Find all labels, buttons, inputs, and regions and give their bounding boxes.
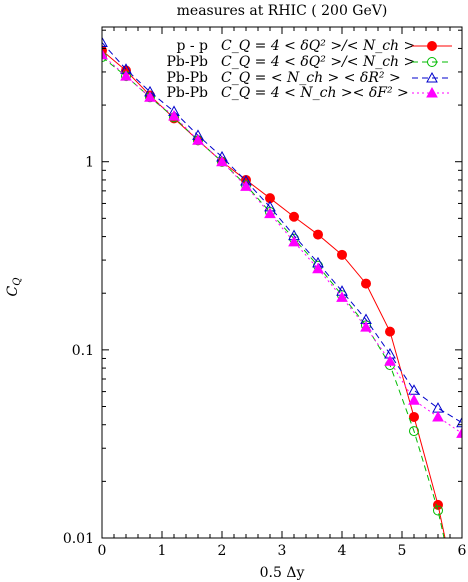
data-point bbox=[144, 91, 156, 102]
data-point bbox=[446, 557, 455, 566]
legend-prefix: p - p bbox=[176, 38, 208, 54]
legend-prefix: Pb-Pb bbox=[167, 85, 209, 101]
x-tick-label: 0 bbox=[98, 543, 107, 559]
series-layer bbox=[102, 36, 462, 569]
data-point bbox=[240, 180, 252, 191]
legend-marker-sample bbox=[426, 86, 438, 98]
legend-marker-sample bbox=[427, 57, 437, 67]
legend-formula: C_Q = 4 < δQ² >/< N_ch > bbox=[221, 54, 415, 70]
x-tick-label: 3 bbox=[278, 543, 287, 559]
data-point bbox=[409, 426, 419, 437]
data-point bbox=[446, 560, 455, 569]
data-point bbox=[408, 394, 420, 405]
data-point bbox=[385, 326, 395, 337]
data-point bbox=[456, 427, 462, 438]
data-point bbox=[433, 505, 443, 516]
ticks-layer: 0 1 2 3 4 5 6 0.01 0.1 1 bbox=[63, 27, 467, 559]
legend-marker-sample bbox=[426, 71, 438, 83]
legend-prefix: Pb-Pb bbox=[167, 54, 209, 70]
legend: p - p C_Q = 4 < δQ² >/< N_ch > Pb-Pb C_Q = … bbox=[167, 38, 452, 101]
legend-marker-sample bbox=[427, 41, 437, 51]
legend-prefix: Pb-Pb bbox=[167, 70, 209, 86]
legend-formula: C_Q = 4 < N_ch >< δF² > bbox=[221, 85, 409, 101]
series-line bbox=[102, 56, 445, 538]
series-line bbox=[102, 54, 462, 434]
x-tick-label: 2 bbox=[218, 543, 227, 559]
data-point bbox=[336, 291, 348, 302]
data-point bbox=[102, 48, 108, 60]
y-tick-label: 1 bbox=[85, 155, 94, 171]
y-axis-title: CQ bbox=[5, 278, 23, 297]
data-point bbox=[288, 235, 300, 247]
series-1 bbox=[102, 45, 455, 566]
data-point bbox=[192, 134, 204, 145]
data-point bbox=[216, 155, 228, 167]
y-tick-label: 0.1 bbox=[72, 343, 94, 359]
x-tick-label: 1 bbox=[158, 543, 167, 559]
legend-entry-1: p - p C_Q = 4 < δQ² >/< N_ch > bbox=[176, 38, 452, 54]
data-point bbox=[432, 410, 444, 422]
data-point bbox=[264, 207, 276, 219]
legend-entry-4: Pb-Pb C_Q = 4 < N_ch >< δF² > bbox=[167, 85, 452, 101]
data-point bbox=[456, 416, 462, 428]
series-4 bbox=[102, 48, 462, 438]
data-point bbox=[313, 229, 323, 240]
data-point bbox=[312, 262, 324, 274]
data-point bbox=[289, 211, 299, 222]
legend-formula: C_Q = < N_ch > < δR² > bbox=[221, 70, 401, 86]
data-point bbox=[168, 109, 180, 121]
x-axis-title: 0.5 Δy bbox=[260, 565, 305, 581]
data-point bbox=[360, 321, 372, 332]
data-point bbox=[409, 411, 419, 422]
series-line bbox=[102, 42, 462, 424]
data-point bbox=[384, 355, 396, 366]
data-point bbox=[361, 278, 371, 289]
data-point bbox=[120, 70, 132, 81]
legend-entry-3: Pb-Pb C_Q = < N_ch > < δR² > bbox=[167, 70, 452, 86]
plot-frame bbox=[101, 26, 463, 539]
series-2 bbox=[102, 52, 455, 569]
x-tick-label: 5 bbox=[398, 543, 407, 559]
data-point bbox=[102, 36, 108, 48]
chart-title: measures at RHIC ( 200 GeV) bbox=[177, 3, 388, 19]
legend-entry-2: Pb-Pb C_Q = 4 < δQ² >/< N_ch > bbox=[167, 54, 452, 70]
y-tick-label: 0.01 bbox=[63, 531, 94, 547]
series-line bbox=[102, 50, 446, 538]
svg-text:CQ: CQ bbox=[5, 278, 23, 297]
legend-formula: C_Q = 4 < δQ² >/< N_ch > bbox=[221, 38, 415, 54]
x-tick-label: 4 bbox=[338, 543, 347, 559]
x-tick-label: 6 bbox=[458, 543, 467, 559]
data-point bbox=[337, 249, 347, 260]
